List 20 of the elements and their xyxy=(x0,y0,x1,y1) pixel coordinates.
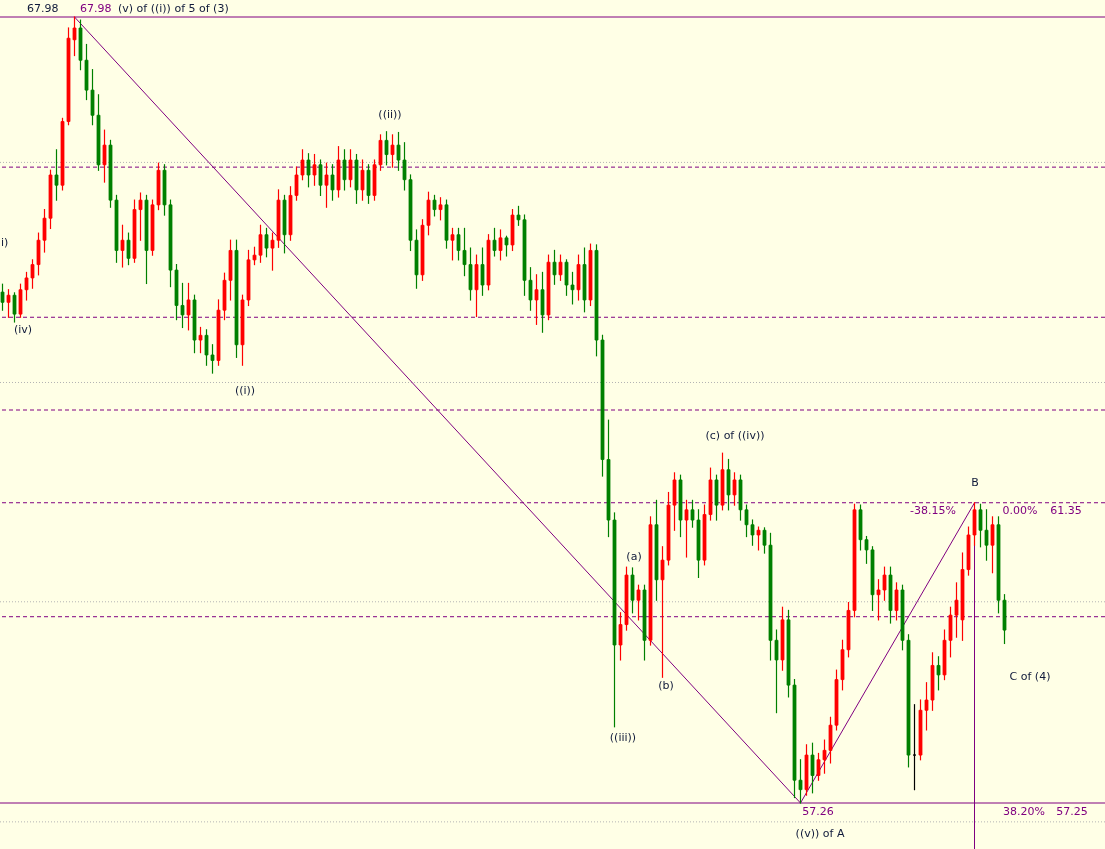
annotation: ((i)) xyxy=(234,384,256,397)
text: 57.25 xyxy=(1056,805,1088,818)
text: 67.98 xyxy=(27,2,59,15)
annotation: (b) xyxy=(658,679,674,692)
text: 38.20% xyxy=(1003,805,1045,818)
text: 67.98 xyxy=(80,2,112,15)
annotation: 0.00% xyxy=(1002,504,1038,517)
text: (v) of ((i)) of 5 of (3) xyxy=(118,2,229,15)
annotation: (iv) xyxy=(13,323,33,336)
annotation: ((iii)) xyxy=(609,731,637,744)
text: ((v)) of A xyxy=(795,827,845,840)
annotation: -38.15% xyxy=(910,504,956,517)
text: C of (4) xyxy=(1009,670,1051,683)
annotation: (a) xyxy=(626,550,642,563)
annotation: i) xyxy=(1,236,9,249)
annotation: ((ii)) xyxy=(378,108,402,121)
annotation: (c) of ((iv)) xyxy=(705,429,765,442)
text: 61.35 xyxy=(1050,504,1082,517)
text: 57.26 xyxy=(802,805,834,818)
annotation: B xyxy=(971,476,979,489)
